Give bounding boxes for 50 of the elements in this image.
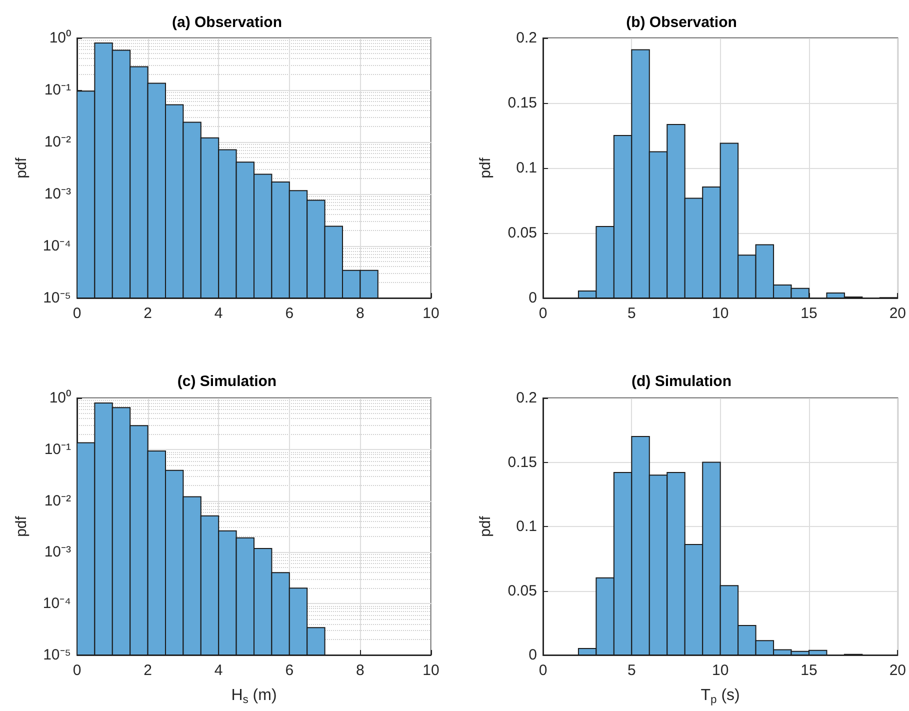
y-tick-label: 10⁻²: [44, 134, 71, 150]
y-tick-label: 10⁻⁴: [42, 595, 71, 612]
y-tick-label: 10⁻¹: [44, 82, 71, 98]
y-tick-label: 10⁻⁵: [43, 646, 71, 664]
chart-title: (c) Simulation: [177, 373, 277, 390]
x-tick-label: 10: [712, 305, 729, 322]
y-tick-label: 10⁰: [49, 30, 71, 46]
y-axis-title: pdf: [13, 156, 30, 178]
x-tick-label: 6: [285, 662, 294, 679]
x-tick-label: 20: [889, 662, 906, 679]
y-tick-label: 0.1: [516, 518, 537, 535]
x-tick-label: 2: [144, 305, 152, 322]
y-tick-label: 0.2: [516, 390, 537, 406]
y-tick-label: 0.05: [508, 224, 537, 242]
x-tick-label: 10: [712, 662, 729, 679]
x-tick-label: 0: [72, 305, 82, 322]
x-tick-label: 4: [214, 662, 223, 679]
x-tick-label: 6: [285, 305, 294, 322]
y-axis-title: pdf: [477, 156, 494, 178]
x-tick-label: 0: [72, 662, 82, 679]
y-axis-title: pdf: [477, 515, 494, 537]
x-tick-label: 20: [889, 305, 906, 322]
y-tick-label: 0.05: [508, 582, 537, 600]
chart-title: (b) Observation: [626, 14, 737, 31]
y-tick-label: 10⁰: [49, 390, 71, 406]
x-tick-label: 5: [627, 662, 636, 679]
x-tick-label: 8: [356, 662, 364, 679]
y-tick-label: 0.1: [516, 160, 537, 176]
y-tick-label: 10⁻³: [44, 544, 71, 561]
y-tick-label: 10⁻⁴: [42, 238, 71, 254]
y-tick-label: 0.15: [508, 94, 537, 112]
y-tick-label: 10⁻⁵: [43, 290, 71, 306]
y-tick-label: 10⁻³: [44, 186, 71, 202]
y-tick-label: 10⁻¹: [44, 440, 71, 458]
chart-title: (d) Simulation: [632, 373, 732, 390]
y-tick-label: 0: [528, 646, 537, 664]
y-tick-label: 0: [528, 290, 537, 306]
x-tick-label: 2: [144, 662, 152, 679]
x-tick-label: 4: [214, 305, 223, 322]
x-tick-label: 10: [422, 305, 440, 322]
chart-title: (a) Observation: [172, 14, 282, 31]
x-tick-label: 15: [800, 662, 818, 679]
y-tick-label: 0.15: [508, 454, 537, 471]
y-tick-label: 10⁻²: [44, 492, 71, 510]
y-axis-title: pdf: [13, 515, 30, 537]
y-tick-label: 0.2: [516, 30, 537, 46]
x-tick-label: 8: [356, 305, 364, 322]
x-tick-label: 15: [800, 305, 818, 322]
x-tick-label: 5: [627, 305, 636, 322]
x-tick-label: 10: [422, 662, 440, 679]
